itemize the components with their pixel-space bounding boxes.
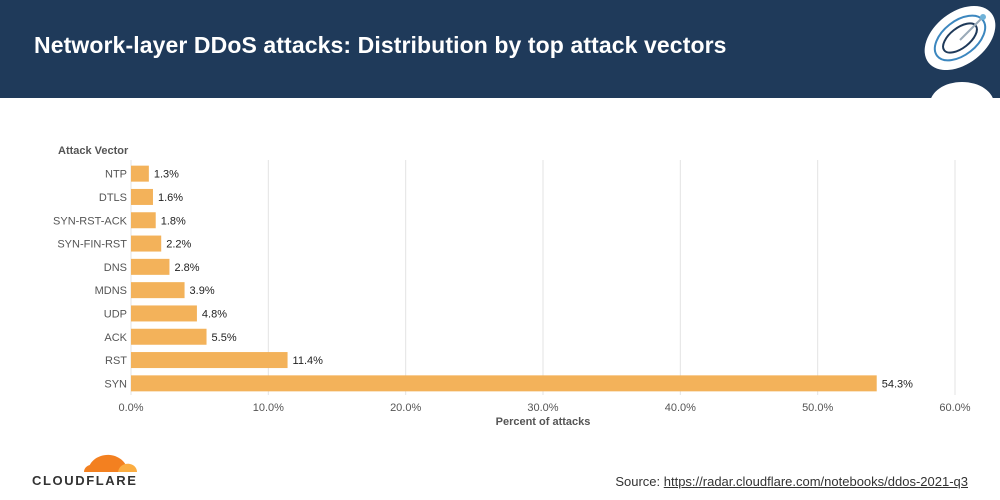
page-title: Network-layer DDoS attacks: Distribution…	[34, 32, 727, 58]
bar	[131, 375, 877, 392]
bar	[131, 258, 170, 275]
data-label: 54.3%	[882, 378, 913, 390]
y-tick-label: RST	[105, 355, 127, 367]
bar	[131, 305, 197, 322]
y-tick-label: DTLS	[99, 192, 127, 204]
data-label: 4.8%	[202, 308, 227, 320]
x-tick-label: 50.0%	[802, 402, 833, 414]
source-label: Source:	[615, 474, 664, 489]
bar	[131, 165, 149, 182]
x-tick-label: 60.0%	[939, 402, 970, 414]
source-link[interactable]: https://radar.cloudflare.com/notebooks/d…	[663, 474, 968, 489]
bar	[131, 328, 207, 345]
bar	[131, 282, 185, 299]
cloudflare-logo-text: CLOUDFLARE	[32, 473, 138, 488]
data-label: 1.8%	[161, 215, 186, 227]
x-tick-label: 0.0%	[118, 402, 143, 414]
y-tick-label: MDNS	[95, 285, 127, 297]
bar	[131, 235, 162, 252]
x-tick-label: 20.0%	[390, 402, 421, 414]
header-banner: Network-layer DDoS attacks: Distribution…	[0, 0, 1000, 98]
x-tick-label: 10.0%	[253, 402, 284, 414]
cloudflare-cloud-icon	[84, 454, 137, 472]
source-note: Source: https://radar.cloudflare.com/not…	[615, 474, 968, 489]
bar-chart: Attack Vector NTP 1.3% DTLS 1.6% SYN-RST-ACK 1…	[53, 145, 971, 428]
data-label: 1.6%	[158, 192, 183, 204]
y-tick-label: UDP	[104, 308, 127, 320]
data-label: 2.2%	[166, 239, 191, 251]
y-tick-label: SYN	[104, 378, 127, 390]
data-label: 2.8%	[174, 262, 199, 274]
y-tick-label: DNS	[104, 262, 127, 274]
y-axis-title: Attack Vector	[58, 145, 129, 157]
bar	[131, 188, 153, 205]
satellite-dish-icon	[924, 5, 996, 98]
bar	[131, 352, 288, 369]
y-tick-label: SYN-RST-ACK	[53, 215, 128, 227]
y-tick-label: NTP	[105, 169, 127, 181]
data-label: 1.3%	[154, 169, 179, 181]
x-tick-label: 40.0%	[665, 402, 696, 414]
x-axis-title: Percent of attacks	[496, 416, 591, 428]
x-tick-label: 30.0%	[527, 402, 558, 414]
bar	[131, 212, 156, 229]
data-label: 11.4%	[293, 355, 324, 367]
y-tick-label: SYN-FIN-RST	[57, 239, 127, 251]
data-label: 5.5%	[212, 332, 237, 344]
data-label: 3.9%	[190, 285, 215, 297]
y-tick-label: ACK	[104, 332, 127, 344]
